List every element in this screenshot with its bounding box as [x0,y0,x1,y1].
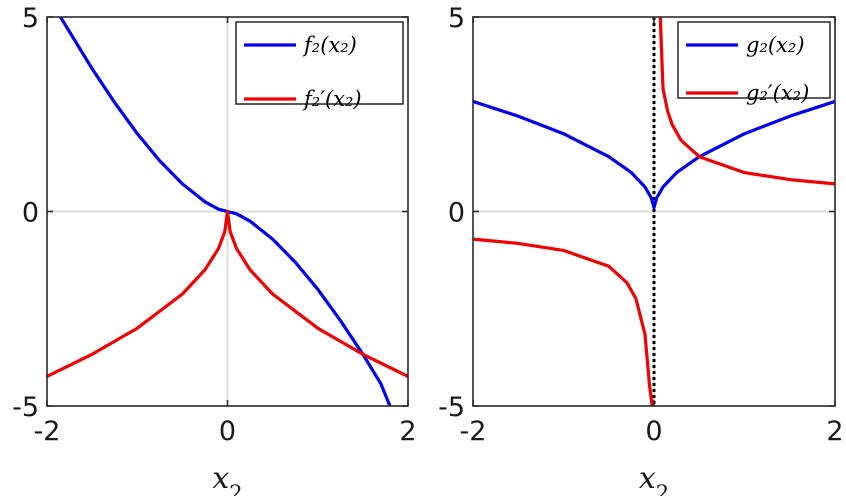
legend-label: f₂′(x₂) [302,87,362,111]
legend: f₂(x₂) f₂′(x₂) [235,21,404,111]
legend-box [235,21,404,105]
x-axis-label: x2 [212,461,242,496]
x-tick-label: 2 [399,416,416,447]
legend-label: g₂′(x₂) [746,81,809,105]
x-tick-label: -2 [34,416,61,447]
x-axis-label-subscript: 2 [656,481,669,496]
y-tick-label: 0 [22,198,39,229]
series-line-2 [658,17,835,186]
x-tick-label: -2 [460,416,487,447]
left-chart: -2 0 2 -5 0 5 x2 f₂(x₂) f₂′(x₂) [12,3,417,496]
legend-label: g₂(x₂) [746,33,805,57]
legend: g₂(x₂) g₂′(x₂) [677,21,831,105]
legend-label: f₂(x₂) [302,33,357,57]
y-tick-label: 5 [22,3,39,34]
right-chart: -2 0 2 -5 0 5 x2 g₂(x₂) g₂′(x₂) [438,3,844,496]
x-tick-label: 0 [219,416,236,447]
series-line-0 [473,99,835,210]
x-tick-label: 0 [645,416,662,447]
x-tick-label: 2 [826,416,843,447]
legend-box [677,21,831,99]
series-line-1 [473,237,654,406]
y-tick-label: -5 [12,392,39,423]
y-tick-label: 5 [448,3,465,34]
y-tick-label: 0 [448,198,465,229]
x-axis-label: x2 [639,461,669,496]
series-line-0 [59,17,392,406]
x-axis-label-subscript: 2 [229,481,242,496]
y-tick-label: -5 [438,392,465,423]
series-line-1 [47,209,408,378]
